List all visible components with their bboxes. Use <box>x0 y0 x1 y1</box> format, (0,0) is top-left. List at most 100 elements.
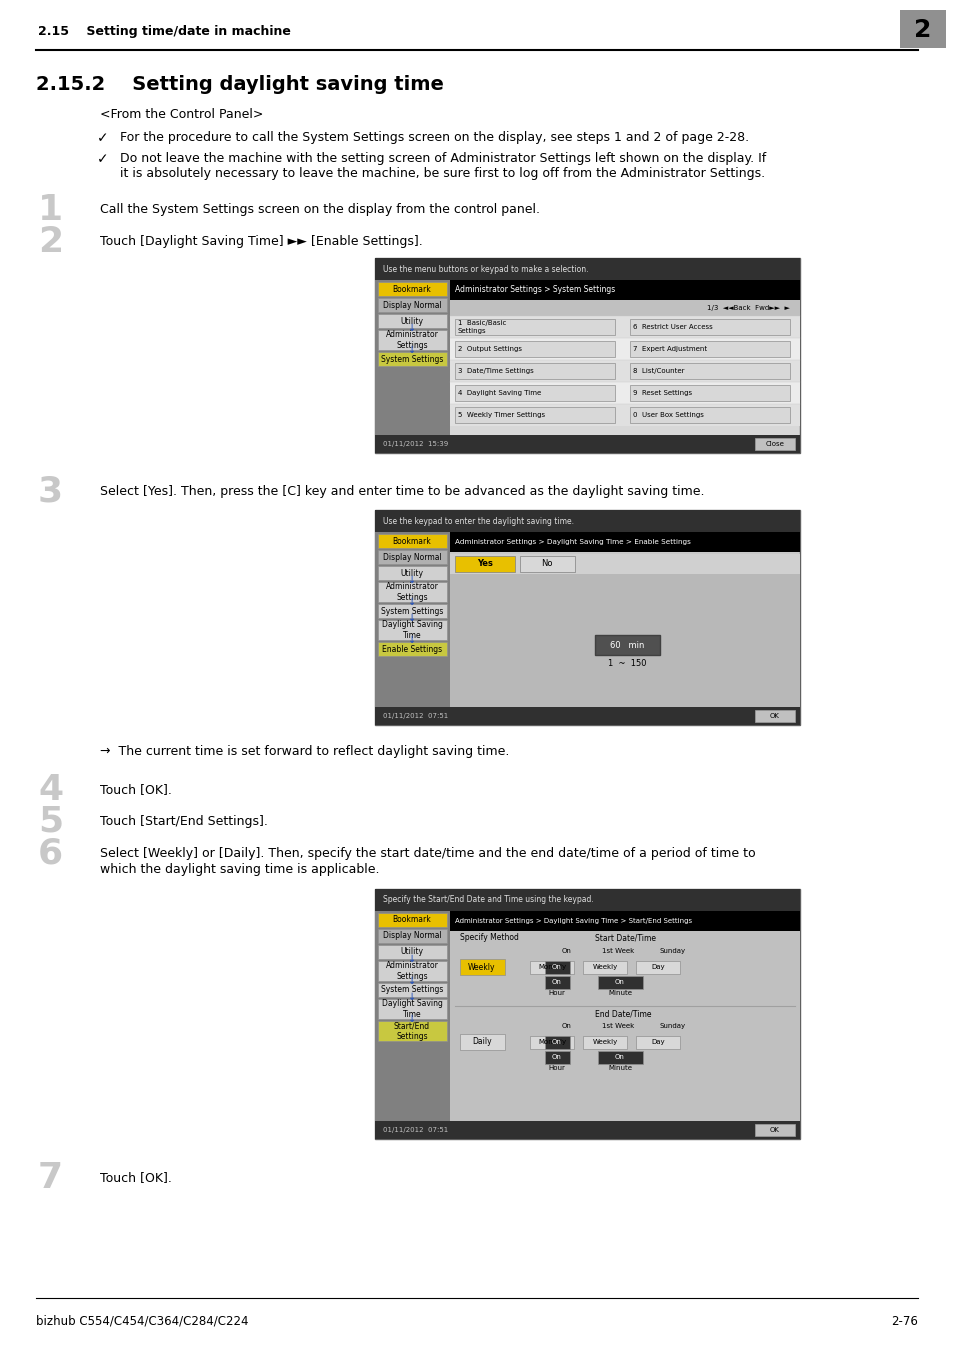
Text: ↓: ↓ <box>408 323 416 333</box>
Bar <box>377 352 447 366</box>
Text: 2.15    Setting time/date in machine: 2.15 Setting time/date in machine <box>38 24 291 38</box>
Text: Administrator Settings > System Settings: Administrator Settings > System Settings <box>455 285 615 294</box>
Bar <box>377 566 447 580</box>
Text: Display Normal: Display Normal <box>382 931 441 941</box>
Text: On: On <box>561 948 572 954</box>
Text: Specify Method: Specify Method <box>459 933 518 942</box>
Text: 2-76: 2-76 <box>890 1315 917 1328</box>
Text: Touch [Daylight Saving Time] ►► [Enable Settings].: Touch [Daylight Saving Time] ►► [Enable … <box>100 235 422 248</box>
Text: 1st Week: 1st Week <box>601 948 634 954</box>
Bar <box>377 913 447 927</box>
Text: ↓: ↓ <box>408 976 416 986</box>
Text: ✓: ✓ <box>97 131 109 144</box>
Text: ↓: ↓ <box>408 992 416 1002</box>
Text: Sunday: Sunday <box>659 948 685 954</box>
Bar <box>450 360 800 382</box>
Bar <box>377 282 447 296</box>
Text: Specify the Start/End Date and Time using the keypad.: Specify the Start/End Date and Time usin… <box>382 895 593 905</box>
Bar <box>450 554 800 574</box>
Bar <box>899 9 945 49</box>
Bar <box>450 404 800 427</box>
Bar <box>375 890 800 911</box>
Bar <box>450 300 800 316</box>
Text: 2: 2 <box>38 225 63 259</box>
Bar <box>377 929 447 944</box>
Text: Weekly: Weekly <box>468 963 496 972</box>
Text: Day: Day <box>651 1040 664 1045</box>
Bar <box>629 406 789 423</box>
Text: 01/11/2012  15:39: 01/11/2012 15:39 <box>382 441 448 447</box>
Text: For the procedure to call the System Settings screen on the display, see steps 1: For the procedure to call the System Set… <box>120 131 748 144</box>
Text: 6: 6 <box>38 837 63 871</box>
Text: 01/11/2012  07:51: 01/11/2012 07:51 <box>382 713 448 720</box>
Bar <box>450 931 800 1120</box>
Bar <box>544 976 569 990</box>
Text: Hour: Hour <box>548 1065 565 1071</box>
Text: Utility: Utility <box>400 568 423 578</box>
Bar <box>459 1034 504 1050</box>
Text: which the daylight saving time is applicable.: which the daylight saving time is applic… <box>100 863 379 876</box>
Bar <box>377 961 447 981</box>
Bar <box>598 1052 642 1064</box>
Bar <box>530 1035 574 1049</box>
Text: <From the Control Panel>: <From the Control Panel> <box>100 108 263 122</box>
Text: Enable Settings: Enable Settings <box>381 644 441 653</box>
Bar <box>375 258 800 454</box>
Text: 1  Basic/Basic
Settings: 1 Basic/Basic Settings <box>457 320 506 333</box>
Text: Select [Weekly] or [Daily]. Then, specify the start date/time and the end date/t: Select [Weekly] or [Daily]. Then, specif… <box>100 846 755 860</box>
Text: Utility: Utility <box>400 948 423 957</box>
Bar <box>377 315 447 328</box>
Text: 0  User Box Settings: 0 User Box Settings <box>633 412 703 418</box>
Bar <box>377 983 447 998</box>
Bar <box>629 342 789 356</box>
Text: Bookmark: Bookmark <box>393 285 431 293</box>
Text: 60   min: 60 min <box>609 640 643 649</box>
Bar <box>375 911 450 1139</box>
Text: ↓: ↓ <box>408 634 416 645</box>
Text: Bookmark: Bookmark <box>393 915 431 925</box>
Bar <box>455 406 615 423</box>
Text: End Date/Time: End Date/Time <box>595 1010 651 1018</box>
Text: Utility: Utility <box>400 316 423 325</box>
Text: Weekly: Weekly <box>592 964 617 971</box>
Bar <box>544 1052 569 1064</box>
Bar <box>455 319 615 335</box>
Text: System Settings: System Settings <box>380 355 443 363</box>
Text: ↓: ↓ <box>408 575 416 585</box>
Bar <box>629 319 789 335</box>
Bar <box>450 338 800 360</box>
Bar <box>377 643 447 656</box>
Text: 1st Week: 1st Week <box>601 1023 634 1029</box>
Text: Weekly: Weekly <box>592 1040 617 1045</box>
Bar <box>450 279 800 300</box>
Bar <box>450 316 800 338</box>
Bar <box>636 961 679 973</box>
Bar <box>754 437 794 450</box>
Bar <box>377 999 447 1019</box>
Bar <box>595 634 659 655</box>
Bar <box>375 890 800 1139</box>
Text: Touch [OK].: Touch [OK]. <box>100 783 172 796</box>
Text: Sunday: Sunday <box>659 1023 685 1029</box>
Bar <box>377 329 447 350</box>
Bar <box>455 556 515 572</box>
Text: Administrator Settings > Daylight Saving Time > Enable Settings: Administrator Settings > Daylight Saving… <box>455 539 690 545</box>
Bar <box>375 707 800 725</box>
Text: 7  Expert Adjustment: 7 Expert Adjustment <box>633 346 706 352</box>
Bar <box>582 961 626 973</box>
Text: System Settings: System Settings <box>380 606 443 616</box>
Text: 2  Output Settings: 2 Output Settings <box>457 346 521 352</box>
Text: Close: Close <box>764 441 783 447</box>
Bar <box>377 620 447 640</box>
Text: 5  Weekly Timer Settings: 5 Weekly Timer Settings <box>457 412 544 418</box>
Bar <box>375 258 800 279</box>
Bar <box>450 532 800 552</box>
Text: 5: 5 <box>38 805 63 838</box>
Bar <box>459 958 504 975</box>
Text: No: No <box>540 559 552 568</box>
Bar <box>544 1035 569 1049</box>
Text: Monthly: Monthly <box>537 964 565 971</box>
Text: On: On <box>615 1054 624 1060</box>
Text: Select [Yes]. Then, press the [C] key and enter time to be advanced as the dayli: Select [Yes]. Then, press the [C] key an… <box>100 485 703 498</box>
Bar <box>450 574 800 709</box>
